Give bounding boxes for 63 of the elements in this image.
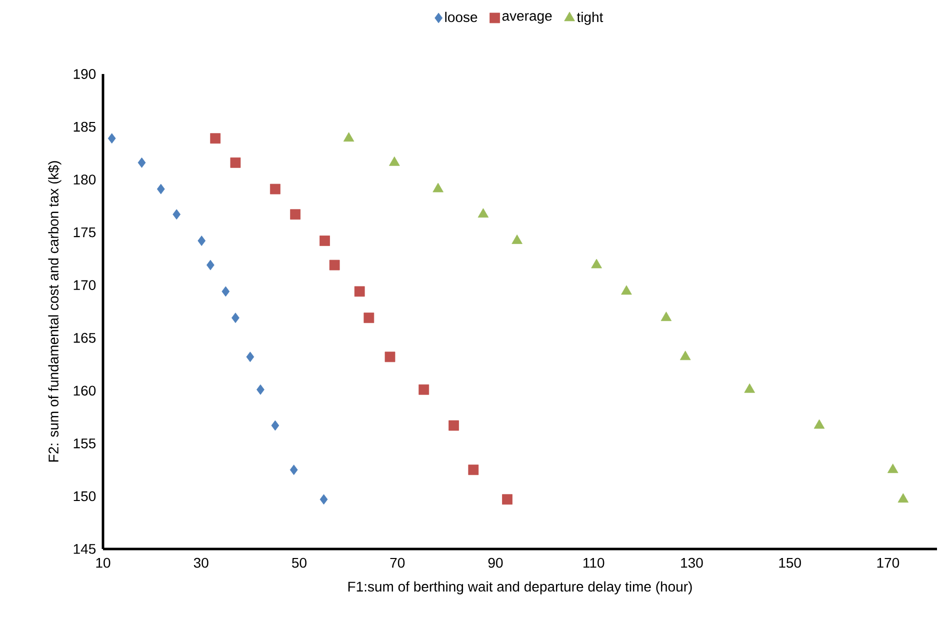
y-tick-label: 145 — [74, 544, 96, 554]
point — [172, 209, 181, 220]
point — [343, 132, 354, 142]
y-tick-label: 180 — [74, 174, 96, 185]
y-tick-label: 185 — [74, 122, 96, 132]
point — [744, 383, 755, 393]
point — [210, 133, 221, 144]
point — [432, 182, 444, 192]
x-tick-label: 130 — [681, 558, 703, 568]
x-axis-title: F1:sum of berthing wait and departure delay time (hour) — [348, 581, 692, 594]
point — [814, 419, 825, 429]
point — [198, 236, 206, 246]
point — [660, 312, 672, 322]
legend-label: average — [502, 13, 552, 24]
point — [887, 464, 898, 474]
x-tick-label: 170 — [877, 558, 900, 568]
point — [478, 208, 489, 218]
y-tick-label: 175 — [74, 227, 96, 238]
x-tick-label: 30 — [194, 558, 208, 568]
point — [206, 260, 214, 270]
point — [271, 420, 280, 431]
y-axis-title: F2: sum of fundamental cost and carbon tax (k$) — [48, 161, 62, 462]
point — [621, 285, 632, 295]
point — [512, 234, 522, 244]
y-tick-label: 190 — [74, 69, 96, 79]
point — [320, 236, 330, 246]
point — [329, 260, 340, 270]
point — [384, 352, 396, 362]
point — [418, 384, 430, 395]
x-tick-label: 110 — [583, 558, 604, 568]
point — [108, 133, 116, 144]
point — [230, 157, 241, 168]
point — [232, 312, 240, 324]
point — [290, 464, 298, 476]
point — [898, 493, 909, 503]
point — [270, 184, 280, 194]
point — [468, 464, 479, 476]
point — [256, 384, 264, 395]
y-tick-label: 160 — [74, 386, 96, 396]
legend-label: loose — [445, 12, 478, 22]
y-tick-label: 165 — [74, 332, 96, 343]
x-tick-label: 10 — [96, 558, 110, 568]
x-tick-label: 70 — [390, 558, 405, 568]
point — [138, 157, 146, 168]
y-tick-label: 155 — [74, 438, 96, 448]
point — [502, 494, 512, 505]
y-tick-label: 150 — [74, 491, 96, 502]
point — [246, 352, 254, 362]
point — [222, 286, 230, 297]
y-tick-label: 170 — [74, 280, 96, 290]
point — [364, 312, 374, 324]
point — [389, 156, 400, 166]
legend-label: tight — [576, 12, 604, 25]
point — [320, 494, 328, 505]
point — [591, 258, 602, 268]
x-tick-label: 90 — [488, 558, 503, 568]
point — [680, 350, 691, 360]
point — [156, 184, 165, 194]
point — [290, 209, 301, 220]
x-tick-label: 50 — [292, 558, 306, 568]
x-tick-label: 150 — [779, 558, 801, 568]
point — [354, 286, 365, 297]
point — [448, 420, 459, 431]
